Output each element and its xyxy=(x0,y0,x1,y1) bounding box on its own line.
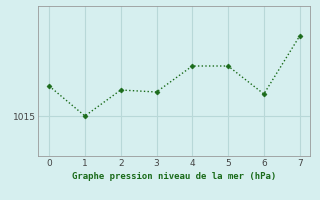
X-axis label: Graphe pression niveau de la mer (hPa): Graphe pression niveau de la mer (hPa) xyxy=(72,172,276,181)
